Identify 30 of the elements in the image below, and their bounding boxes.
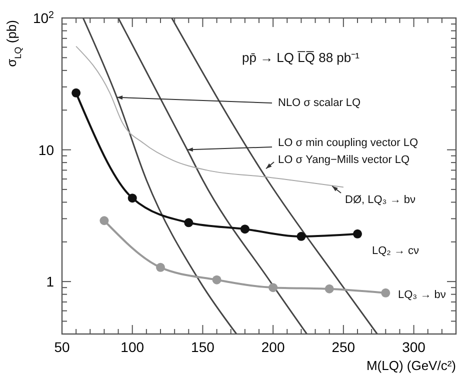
point: [184, 218, 194, 228]
point: [156, 262, 165, 272]
x-tick-label: 200: [261, 339, 285, 355]
point: [296, 232, 306, 241]
point: [72, 88, 81, 98]
series-label: LQ₂ → cν: [372, 245, 420, 257]
annotation: LO σ Yang−Mills vector LQ: [278, 154, 410, 166]
x-tick-label: 100: [120, 339, 144, 355]
point: [324, 284, 334, 294]
annotation: NLO σ scalar LQ: [278, 97, 362, 109]
y-tick-label: 10$^{2}$: [32, 10, 54, 26]
y-tick-label: 1: [46, 274, 54, 290]
point: [212, 275, 222, 284]
series-label: LQ₃ → bν: [398, 289, 446, 301]
point: [240, 224, 250, 234]
x-axis-title: M(LQ) (GeV/c²): [366, 358, 456, 373]
point: [268, 283, 278, 292]
point: [353, 229, 362, 238]
point: [128, 194, 137, 203]
annotation: DØ, LQ₃ → bν: [345, 194, 416, 206]
line-series: [82, 18, 238, 334]
point: [100, 216, 109, 226]
annotation: pp̄ → LQ L̅Q̅ 88 pb⁻¹: [242, 50, 360, 65]
annotation: LO σ min coupling vector LQ: [278, 137, 419, 149]
point: [381, 288, 390, 298]
y-tick-label: 10: [38, 142, 54, 158]
x-tick-label: 150: [191, 339, 215, 355]
x-tick-label: 50: [54, 339, 70, 355]
x-tick-label: 300: [402, 339, 426, 355]
x-tick-label: 250: [332, 339, 356, 355]
